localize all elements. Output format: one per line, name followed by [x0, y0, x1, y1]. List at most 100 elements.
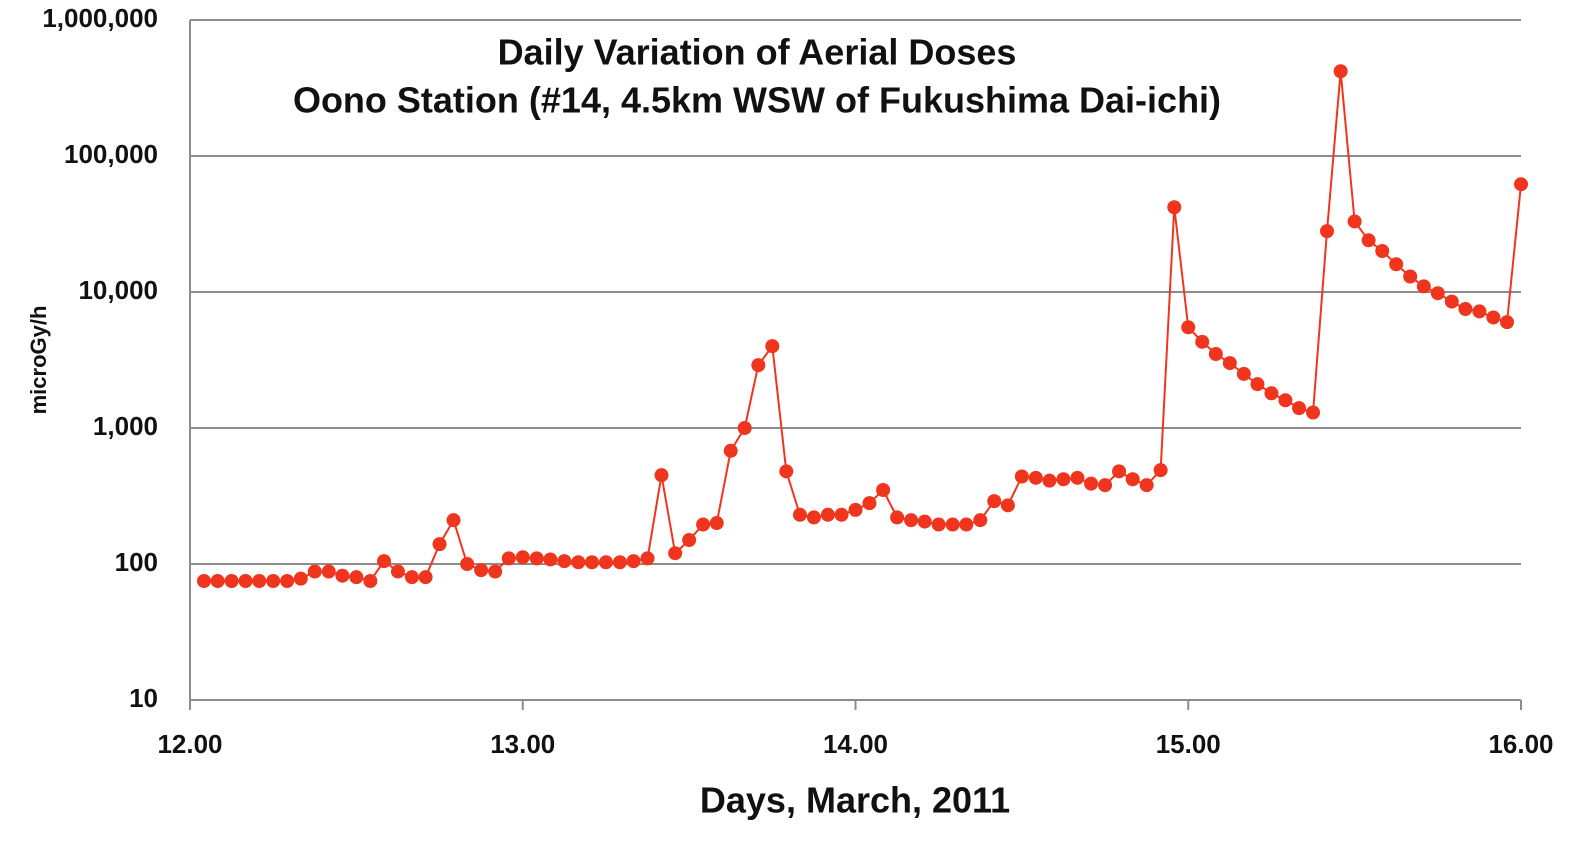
- data-point: [224, 573, 239, 588]
- data-point: [1098, 478, 1113, 493]
- x-tick-label: 12.00: [157, 729, 222, 759]
- data-point: [806, 510, 821, 525]
- data-point: [1084, 476, 1099, 491]
- data-point: [654, 468, 669, 483]
- data-point: [1264, 386, 1279, 401]
- data-point: [668, 546, 683, 561]
- data-point: [862, 496, 877, 511]
- data-point: [293, 571, 308, 586]
- x-axis-label: Days, March, 2011: [700, 780, 1010, 821]
- data-point: [1181, 320, 1196, 335]
- data-point: [1056, 472, 1071, 487]
- data-point: [501, 551, 516, 566]
- data-point: [723, 443, 738, 458]
- data-point: [363, 573, 378, 588]
- data-point: [1389, 257, 1404, 272]
- data-point: [1444, 294, 1459, 309]
- y-tick-label: 1,000,000: [42, 3, 158, 33]
- data-point: [1292, 401, 1307, 416]
- data-point: [1320, 224, 1335, 239]
- data-point: [709, 516, 724, 531]
- data-point: [252, 573, 267, 588]
- data-point: [1139, 478, 1154, 493]
- data-point: [904, 513, 919, 528]
- data-point: [1042, 473, 1057, 488]
- data-point: [820, 507, 835, 522]
- data-point: [917, 514, 932, 529]
- x-tick-label: 13.00: [490, 729, 555, 759]
- data-point: [1153, 463, 1168, 478]
- x-tick-label: 14.00: [823, 729, 888, 759]
- data-point: [1347, 214, 1362, 229]
- data-point: [792, 507, 807, 522]
- data-point: [1416, 279, 1431, 294]
- data-point: [1028, 470, 1043, 485]
- data-point: [973, 513, 988, 528]
- data-point: [987, 494, 1002, 509]
- data-point: [1486, 310, 1501, 325]
- y-tick-label: 10: [129, 683, 158, 713]
- data-point: [1236, 366, 1251, 381]
- x-tick-label: 16.00: [1488, 729, 1553, 759]
- data-point: [751, 358, 766, 373]
- data-point: [598, 555, 613, 570]
- data-point: [959, 517, 974, 532]
- data-point: [890, 510, 905, 525]
- chart-subtitle: Oono Station (#14, 4.5km WSW of Fukushim…: [293, 80, 1221, 121]
- data-point: [460, 557, 475, 571]
- data-point: [307, 564, 322, 579]
- data-point: [1458, 301, 1473, 316]
- data-point: [1333, 64, 1348, 79]
- data-point: [390, 564, 405, 579]
- data-point: [1250, 377, 1265, 392]
- data-point: [1403, 269, 1418, 284]
- data-point: [1112, 464, 1127, 479]
- data-point: [266, 573, 281, 588]
- data-point: [737, 421, 752, 435]
- data-point: [432, 537, 447, 552]
- data-point: [1125, 472, 1140, 487]
- chart-title: Daily Variation of Aerial Doses: [498, 32, 1017, 73]
- y-tick-label: 1,000: [93, 411, 158, 441]
- y-axis-label: microGy/h: [26, 306, 51, 415]
- data-point: [1500, 315, 1515, 330]
- data-point: [335, 568, 350, 583]
- data-point: [529, 551, 544, 566]
- data-point: [1014, 469, 1029, 484]
- data-point: [1167, 200, 1182, 215]
- data-point: [834, 507, 849, 522]
- x-tick-label: 15.00: [1156, 729, 1221, 759]
- data-point: [280, 573, 295, 588]
- y-tick-label: 100,000: [64, 139, 158, 169]
- data-point: [446, 513, 461, 528]
- data-point: [765, 339, 780, 354]
- data-point: [210, 573, 225, 588]
- data-point: [1430, 286, 1445, 301]
- data-point: [488, 564, 503, 579]
- data-point: [376, 554, 391, 569]
- data-point: [557, 554, 572, 569]
- data-point: [349, 570, 364, 585]
- data-point: [196, 573, 211, 588]
- data-point: [876, 483, 891, 498]
- data-point: [626, 554, 641, 569]
- data-point: [779, 464, 794, 479]
- data-point: [1306, 405, 1321, 420]
- data-point: [418, 570, 433, 585]
- data-point: [848, 502, 863, 517]
- data-point: [515, 550, 530, 565]
- data-point: [612, 555, 627, 570]
- data-point: [682, 533, 697, 548]
- data-point: [1000, 498, 1015, 513]
- data-point: [696, 517, 711, 532]
- data-point: [404, 570, 419, 585]
- data-point: [571, 555, 586, 570]
- data-point: [1070, 470, 1085, 485]
- data-point: [945, 517, 960, 532]
- data-point: [640, 551, 655, 566]
- y-tick-label: 100: [115, 547, 158, 577]
- data-point: [1472, 304, 1487, 319]
- data-point: [1361, 233, 1376, 248]
